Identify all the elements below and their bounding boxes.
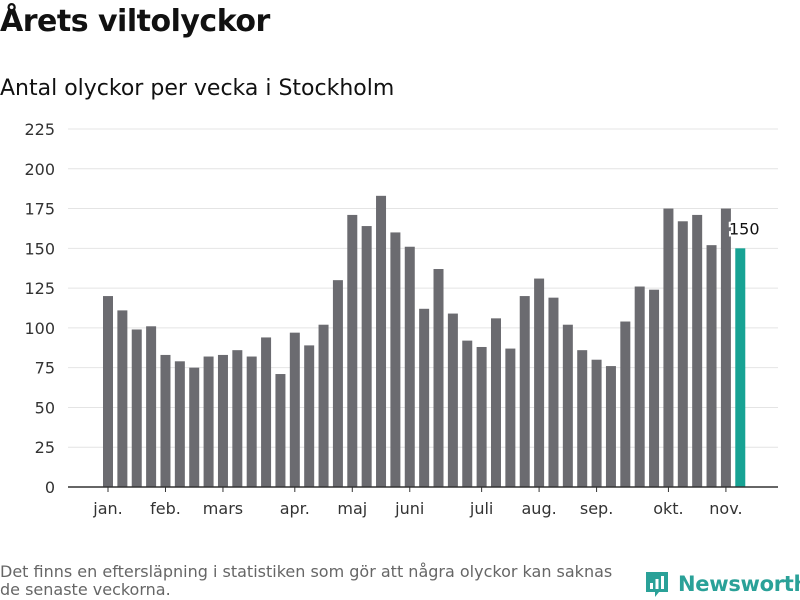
y-tick-label: 0 (45, 478, 55, 497)
bar[interactable] (160, 354, 171, 487)
x-tick-label: mars (203, 499, 243, 518)
y-tick-label: 75 (35, 359, 55, 378)
bar[interactable] (663, 208, 674, 488)
bar[interactable] (261, 337, 272, 487)
bar[interactable] (634, 286, 645, 487)
bar[interactable] (476, 346, 487, 487)
bar[interactable] (203, 356, 214, 487)
newsworthy-logo-icon (646, 572, 668, 597)
bar[interactable] (390, 232, 401, 487)
bar[interactable] (649, 289, 660, 487)
bar[interactable] (275, 374, 286, 487)
bar[interactable] (419, 308, 430, 487)
y-tick-label: 225 (24, 120, 55, 139)
bar[interactable] (289, 332, 300, 487)
bar[interactable] (304, 345, 315, 487)
y-tick-label: 25 (35, 438, 55, 457)
bar[interactable] (620, 321, 631, 487)
x-tick-label: jan. (92, 499, 122, 518)
bar[interactable] (347, 214, 358, 488)
bar[interactable] (519, 296, 530, 487)
bar[interactable] (146, 326, 157, 487)
bar[interactable] (117, 310, 128, 487)
y-tick-label: 150 (24, 239, 55, 258)
bar[interactable] (692, 214, 703, 488)
footnote: Det finns en eftersläpning i statistiken… (0, 562, 613, 599)
bar-value-label: 150 (729, 219, 760, 238)
bar[interactable] (591, 359, 602, 487)
x-tick-label: juli (469, 499, 493, 518)
bar[interactable] (361, 226, 372, 487)
bar[interactable] (217, 354, 228, 487)
y-tick-label: 50 (35, 398, 55, 417)
bar[interactable] (706, 245, 717, 487)
bar[interactable] (318, 324, 329, 487)
bar[interactable] (189, 367, 200, 487)
y-tick-label: 200 (24, 160, 55, 179)
bar[interactable] (677, 221, 688, 488)
bar[interactable] (404, 246, 415, 487)
bar[interactable] (332, 280, 343, 487)
x-tick-label: aug. (522, 499, 557, 518)
bar[interactable] (605, 366, 616, 487)
bar[interactable] (577, 350, 588, 487)
bar[interactable] (174, 361, 185, 487)
bar[interactable] (131, 329, 142, 487)
bar[interactable] (505, 348, 516, 487)
x-tick-label: maj (337, 499, 367, 518)
bar[interactable] (103, 296, 113, 487)
newsworthy-logo[interactable]: Newsworthy (644, 570, 800, 598)
bar[interactable] (548, 297, 559, 487)
bar[interactable] (447, 313, 458, 487)
newsworthy-logo-text: Newsworthy (678, 572, 800, 596)
bar[interactable] (534, 278, 545, 487)
bar[interactable] (433, 269, 444, 487)
chart-title: Årets viltolyckor (0, 4, 270, 39)
x-tick-label: juni (394, 499, 424, 518)
y-tick-label: 125 (24, 279, 55, 298)
x-tick-label: okt. (653, 499, 683, 518)
bar-chart: 0 25 50 75 100 125 150 175 200 225 jan. feb. mars apr… (24, 120, 778, 518)
x-tick-label: nov. (709, 499, 742, 518)
bar[interactable] (562, 324, 573, 487)
y-tick-label: 175 (24, 200, 55, 219)
bar[interactable] (490, 318, 501, 487)
x-tick-label: apr. (280, 499, 310, 518)
bar[interactable] (246, 356, 257, 487)
bar[interactable] (232, 350, 243, 487)
x-tick-label: feb. (150, 499, 181, 518)
y-tick-label: 100 (24, 319, 55, 338)
bar[interactable] (720, 208, 731, 488)
bar[interactable] (376, 195, 387, 487)
chart-subtitle: Antal olyckor per vecka i Stockholm (0, 76, 395, 101)
bar[interactable] (462, 340, 473, 487)
x-tick-label: sep. (580, 499, 613, 518)
bar-highlight[interactable] (735, 248, 746, 487)
